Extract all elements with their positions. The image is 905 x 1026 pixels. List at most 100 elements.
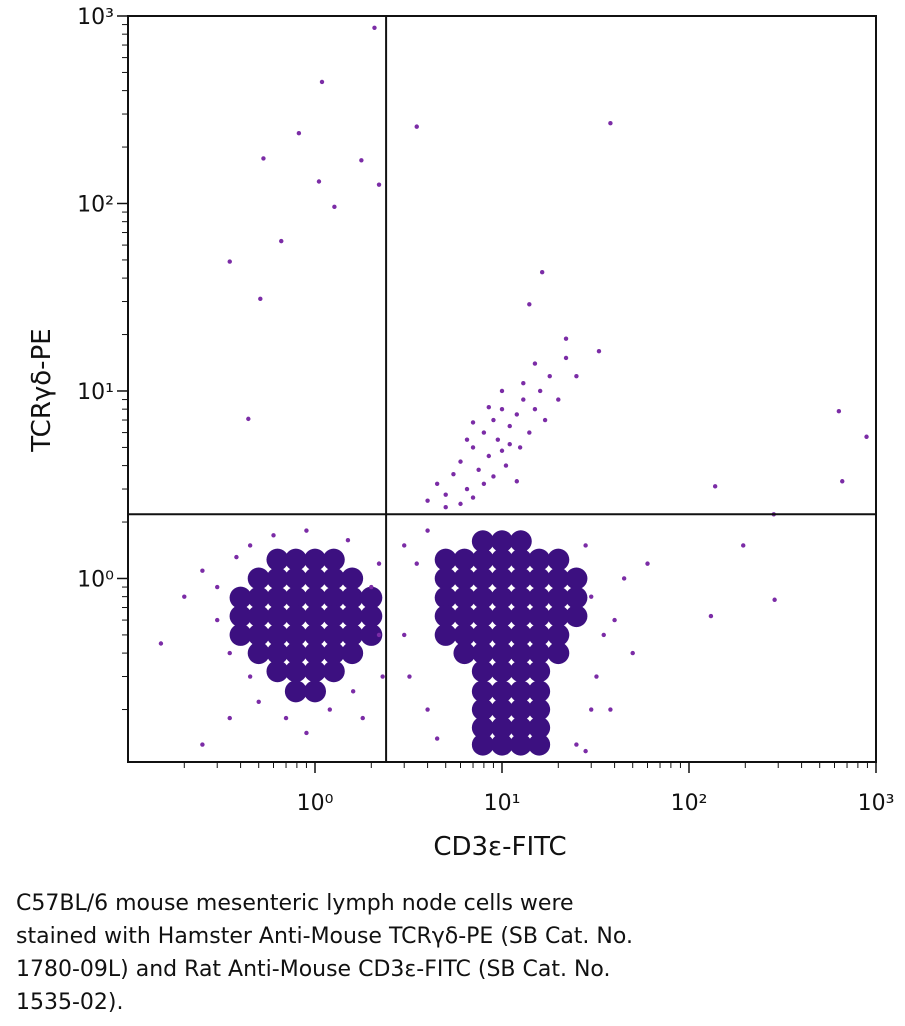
point (234, 554, 239, 560)
point (509, 660, 532, 683)
y-tick-label: 10² (77, 192, 114, 217)
point (376, 561, 382, 566)
point (266, 586, 289, 609)
point (304, 660, 326, 683)
point (360, 605, 383, 628)
point (341, 567, 364, 590)
point (547, 623, 570, 646)
point (322, 605, 345, 628)
point (425, 707, 430, 712)
point (453, 642, 476, 665)
point (451, 471, 456, 477)
point (712, 484, 718, 489)
point (495, 437, 501, 442)
point (215, 584, 220, 590)
point (471, 698, 494, 721)
point (521, 397, 526, 402)
point (528, 586, 551, 609)
point (372, 25, 377, 31)
point (507, 423, 512, 429)
point (471, 548, 494, 571)
caption-line: 1535-02). (16, 990, 124, 1015)
point (574, 373, 579, 379)
point (350, 689, 356, 694)
point (434, 586, 457, 609)
point (247, 543, 253, 548)
point (341, 605, 364, 628)
y-tick-label: 10¹ (77, 380, 114, 405)
point (589, 594, 594, 599)
point (471, 530, 494, 553)
point (304, 623, 326, 646)
point (514, 412, 520, 417)
point (509, 567, 532, 590)
point (345, 538, 351, 543)
point (528, 660, 551, 683)
point (708, 613, 714, 619)
point (565, 586, 588, 609)
point (380, 674, 385, 679)
point (509, 733, 532, 756)
point (528, 623, 551, 646)
y-axis-label: TCRγδ-PE (27, 328, 57, 452)
point (509, 548, 532, 571)
point (266, 548, 289, 571)
point (360, 623, 383, 646)
point (376, 182, 382, 187)
point (741, 543, 746, 548)
point (434, 605, 457, 628)
point (256, 699, 261, 704)
point (528, 716, 551, 739)
point (499, 448, 505, 453)
point (247, 567, 270, 590)
point (528, 733, 551, 756)
point (574, 742, 579, 747)
point (528, 698, 551, 721)
point (528, 567, 551, 590)
point (565, 567, 588, 590)
point (532, 406, 538, 412)
point (547, 373, 552, 379)
point (258, 296, 263, 302)
point (246, 416, 251, 422)
point (322, 586, 345, 609)
point (491, 474, 496, 479)
point (266, 623, 289, 646)
point (316, 179, 322, 184)
point (319, 79, 325, 85)
point (453, 548, 476, 571)
point (341, 642, 364, 665)
point (304, 528, 309, 533)
point (527, 430, 532, 435)
point (266, 660, 289, 683)
point (645, 561, 650, 566)
point (589, 707, 594, 712)
point (458, 459, 463, 464)
point (491, 660, 513, 683)
point (509, 586, 532, 609)
point-series (229, 530, 588, 756)
point (266, 642, 289, 665)
point (527, 302, 532, 307)
point (594, 674, 599, 679)
point-series (158, 25, 869, 754)
point (271, 533, 276, 538)
point (470, 445, 476, 450)
point (247, 623, 270, 646)
point (486, 404, 492, 410)
point (284, 605, 307, 628)
point (491, 680, 513, 703)
point (509, 642, 532, 665)
point (470, 420, 476, 425)
caption-line: 1780-09L) and Rat Anti-Mouse CD3ε-FITC (… (16, 957, 610, 982)
point (453, 567, 476, 590)
point (453, 605, 476, 628)
point (227, 715, 232, 721)
point (563, 355, 569, 361)
point (304, 586, 326, 609)
point (476, 467, 481, 472)
point (537, 388, 543, 394)
point (158, 641, 164, 646)
